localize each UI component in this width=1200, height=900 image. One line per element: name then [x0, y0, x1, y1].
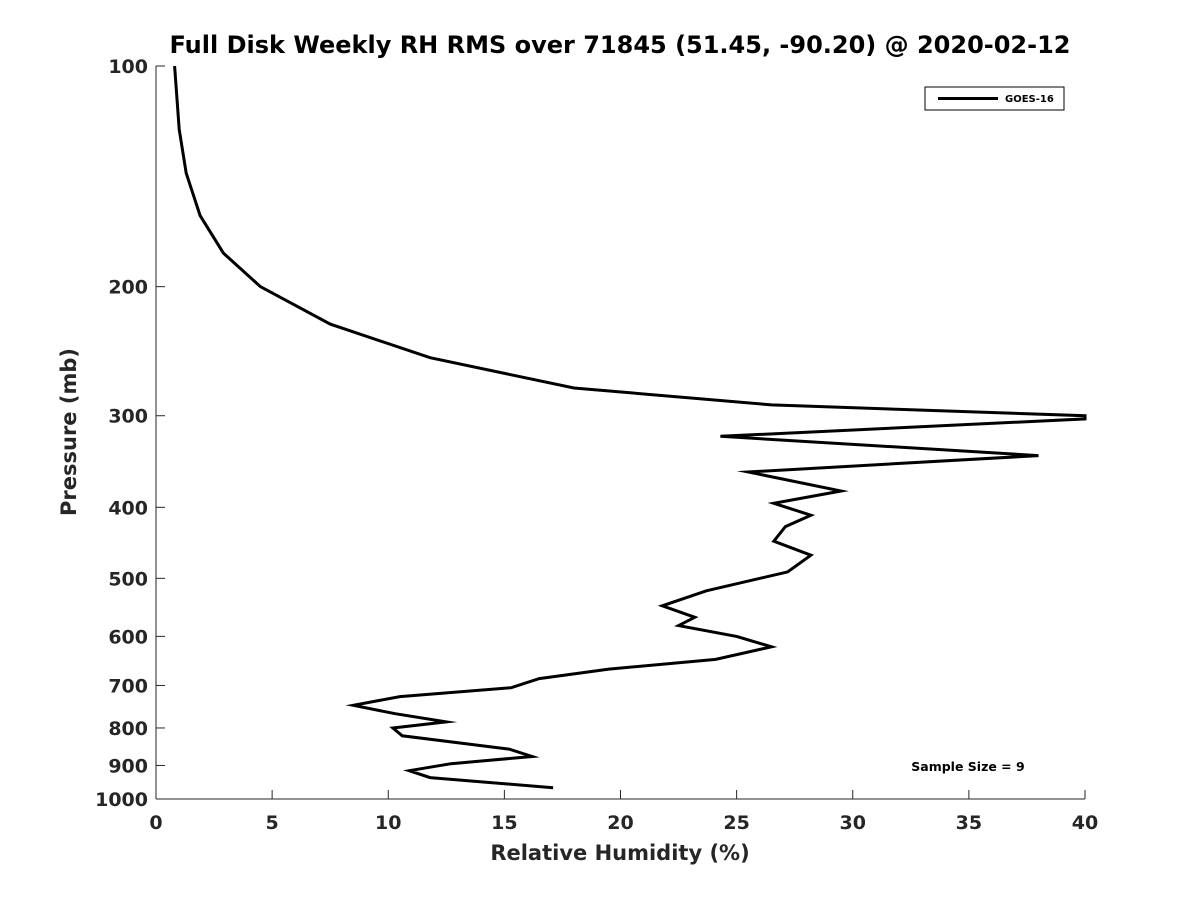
y-tick-label: 100	[108, 56, 148, 78]
y-tick-label: 1000	[95, 789, 148, 811]
x-tick-label: 15	[491, 812, 517, 834]
y-tick-label: 800	[108, 718, 148, 740]
x-tick-label: 20	[607, 812, 633, 834]
sample-size-annotation: Sample Size = 9	[911, 759, 1024, 774]
x-tick-label: 30	[840, 812, 866, 834]
y-tick-label: 700	[108, 675, 148, 697]
y-tick-label: 400	[108, 497, 148, 519]
legend-label: GOES-16	[1005, 94, 1054, 105]
x-tick-label: 10	[375, 812, 401, 834]
y-tick-label: 200	[108, 277, 148, 299]
y-tick-label: 600	[108, 626, 148, 648]
x-tick-label: 25	[723, 812, 749, 834]
x-tick-label: 35	[956, 812, 982, 834]
x-tick-label: 0	[149, 812, 162, 834]
chart-title: Full Disk Weekly RH RMS over 71845 (51.4…	[169, 31, 1070, 59]
x-tick-label: 40	[1072, 812, 1098, 834]
x-axis-label: Relative Humidity (%)	[490, 841, 749, 865]
y-axis-label: Pressure (mb)	[57, 348, 81, 516]
plot-area: 0 5 10 15 20 25 30 35 40 100 200 300 400 500 600 700 800…	[95, 56, 1098, 834]
series-line-goes-16	[173, 65, 1087, 790]
x-tick-label: 5	[266, 812, 279, 834]
y-tick-label: 900	[108, 755, 148, 777]
y-tick-label: 300	[108, 406, 148, 428]
y-tick-label: 500	[108, 568, 148, 590]
legend: GOES-16	[924, 86, 1065, 111]
